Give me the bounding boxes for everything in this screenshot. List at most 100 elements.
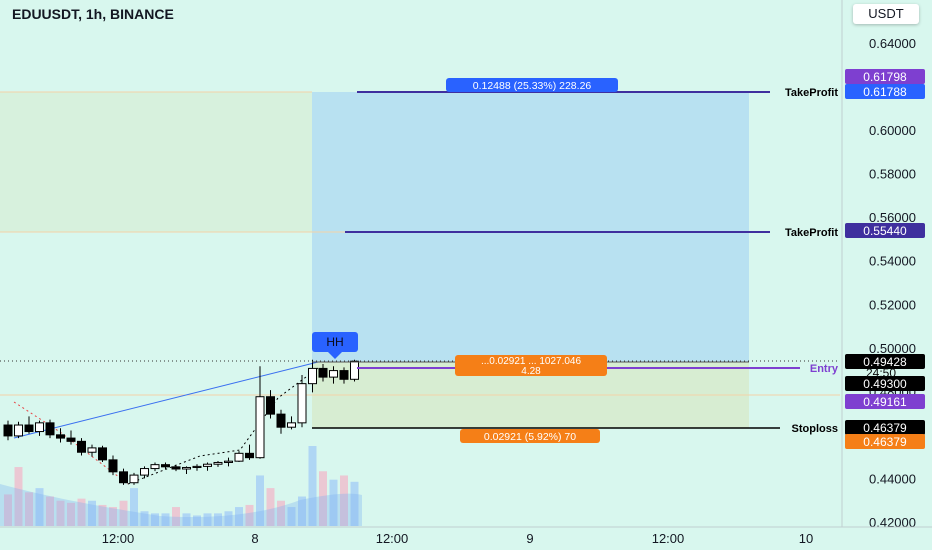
svg-text:0.55440: 0.55440 [863, 224, 907, 238]
volume-bar [151, 513, 159, 526]
volume-bars [4, 446, 359, 526]
price-axis[interactable]: 0.640000.620000.600000.580000.560000.540… [869, 36, 916, 530]
volume-bar [193, 515, 201, 526]
volume-bar [319, 471, 327, 526]
volume-bar [203, 513, 212, 526]
volume-bar [14, 467, 23, 526]
volume-bar [88, 500, 96, 526]
candle[interactable] [245, 452, 254, 459]
svg-text:0.02921 (5.92%) 70: 0.02921 (5.92%) 70 [484, 431, 576, 443]
candle[interactable] [35, 422, 44, 433]
svg-text:0.12488 (25.33%) 228.26: 0.12488 (25.33%) 228.26 [473, 80, 592, 92]
volume-bar [67, 502, 75, 526]
price-badge: 0.55440 [845, 223, 925, 238]
candle[interactable] [66, 437, 76, 442]
price-badge: 0.49161 [845, 394, 925, 409]
svg-text:0.49161: 0.49161 [863, 395, 907, 409]
price-tick: 0.56000 [869, 210, 916, 225]
entry-info-box: ...0.02921 ... 1027.046 4.28 [455, 355, 607, 377]
zigzag-line-red [13, 401, 129, 485]
candle[interactable] [98, 447, 107, 461]
stop-info-box: 0.02921 (5.92%) 70 [460, 429, 600, 443]
candle[interactable] [150, 464, 160, 470]
svg-text:0.49428: 0.49428 [863, 355, 907, 369]
volume-bar [46, 496, 54, 526]
candle[interactable] [45, 422, 55, 436]
volume-bar [25, 492, 33, 526]
candle[interactable] [87, 447, 97, 453]
volume-bar [214, 513, 222, 526]
take-profit-1-label: TakeProfit [785, 87, 838, 99]
volume-bar [4, 494, 12, 526]
candle[interactable] [276, 413, 286, 428]
candle[interactable] [3, 424, 13, 437]
svg-text:...0.02921 ... 1027.046: ...0.02921 ... 1027.046 [481, 356, 582, 367]
price-badge: 0.46379 [845, 434, 925, 449]
time-tick: 9 [526, 531, 533, 546]
candle[interactable] [203, 463, 212, 467]
upper-tint-band [0, 92, 312, 232]
volume-bar [235, 507, 243, 526]
price-badge: 0.61798 [845, 69, 925, 84]
volume-bar [161, 513, 170, 526]
candle[interactable] [56, 434, 65, 439]
volume-average-area [0, 484, 362, 526]
candle[interactable] [255, 396, 265, 459]
candle[interactable] [297, 383, 307, 424]
svg-text:0.46379: 0.46379 [863, 435, 907, 449]
price-tick: 0.54000 [869, 254, 916, 269]
time-tick: 10 [799, 531, 813, 546]
volume-bar [172, 507, 180, 526]
trend-line [13, 361, 319, 439]
candles[interactable] [3, 359, 359, 485]
currency-button[interactable]: USDT [853, 4, 919, 24]
candle[interactable] [140, 468, 149, 476]
candle[interactable] [234, 452, 244, 462]
volume-bar [224, 511, 233, 526]
candle[interactable] [171, 466, 181, 470]
candle[interactable] [182, 466, 191, 470]
svg-text:0.46379: 0.46379 [863, 421, 907, 435]
price-badge: 0.49300 [845, 376, 925, 391]
svg-text:0.61788: 0.61788 [863, 85, 907, 99]
candle[interactable] [318, 367, 328, 378]
candle[interactable] [24, 424, 34, 433]
svg-text:HH: HH [326, 335, 343, 349]
candle[interactable] [308, 367, 317, 385]
volume-bar [298, 496, 306, 526]
price-tick: 0.50000 [869, 341, 916, 356]
price-tick: 0.44000 [869, 471, 916, 486]
price-tick: 0.60000 [869, 123, 916, 138]
candle[interactable] [287, 422, 296, 428]
volume-bar [56, 500, 65, 526]
candle[interactable] [350, 360, 359, 380]
candle[interactable] [108, 459, 118, 473]
candle[interactable] [192, 465, 202, 468]
candle[interactable] [119, 471, 128, 484]
candle[interactable] [339, 370, 349, 380]
volume-bar [140, 511, 149, 526]
volume-bar [77, 498, 86, 526]
volume-bar [308, 446, 317, 526]
volume-bar [329, 479, 338, 526]
price-badge: 0.61788 [845, 84, 925, 99]
volume-bar [182, 513, 191, 526]
price-badge: 0.46379 [845, 420, 925, 435]
time-tick: 12:00 [102, 531, 135, 546]
candle[interactable] [266, 396, 275, 415]
candle[interactable] [77, 440, 86, 453]
entry-countdown: 24:50 [866, 366, 896, 380]
candle[interactable] [329, 370, 338, 378]
candle[interactable] [14, 424, 23, 437]
profit-zone [312, 92, 749, 362]
candle[interactable] [161, 464, 170, 468]
candle[interactable] [224, 460, 233, 463]
time-tick: 12:00 [376, 531, 409, 546]
candle[interactable] [213, 461, 223, 465]
volume-bar [119, 500, 128, 526]
candle[interactable] [129, 474, 139, 484]
time-axis[interactable]: 12:00 8 12:00 9 12:00 10 [102, 531, 814, 546]
price-badge: 0.49428 [845, 354, 925, 369]
svg-text:0.49300: 0.49300 [863, 377, 907, 391]
